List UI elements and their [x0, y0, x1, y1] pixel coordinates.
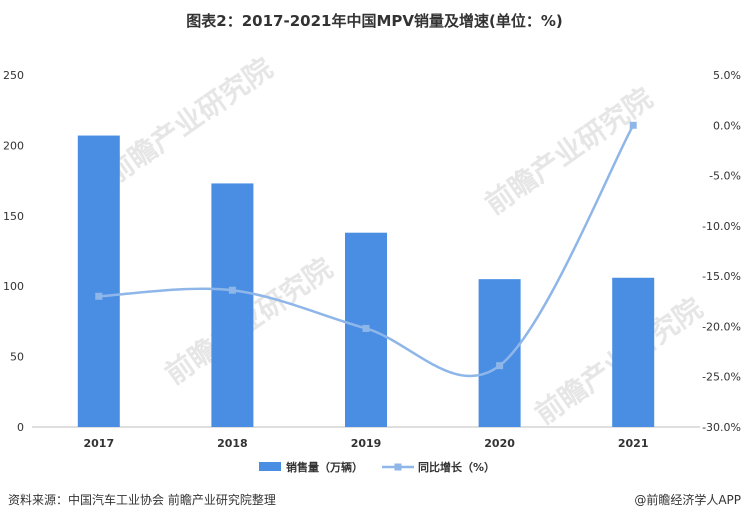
right-axis-tick-label: -15.0%	[702, 270, 741, 283]
x-axis-tick-label: 2021	[618, 437, 649, 450]
source-note: 资料来源：中国汽车工业协会 前瞻产业研究院整理	[8, 493, 276, 507]
left-axis-tick-label: 50	[10, 351, 24, 364]
chart-title: 图表2：2017-2021年中国MPV销量及增速(单位：%)	[186, 12, 563, 30]
left-axis-tick-label: 0	[17, 421, 24, 434]
left-axis-tick-label: 100	[3, 280, 24, 293]
bar	[478, 279, 521, 427]
bar	[211, 183, 254, 427]
legend-bar-swatch	[259, 462, 281, 471]
right-axis-tick-label: -5.0%	[709, 170, 741, 183]
right-axis-tick-label: -25.0%	[702, 371, 741, 384]
growth-point	[228, 286, 236, 294]
right-axis-tick-label: -10.0%	[702, 220, 741, 233]
right-axis-tick-label: -20.0%	[702, 320, 741, 333]
left-axis-tick-label: 200	[3, 139, 24, 152]
brand-credit: @前瞻经济学人APP	[634, 493, 741, 507]
growth-point	[362, 324, 370, 332]
x-axis-tick-label: 2020	[484, 437, 515, 450]
legend-line-marker	[394, 463, 402, 471]
growth-line	[98, 124, 635, 378]
bar	[612, 277, 655, 427]
growth-point	[95, 292, 103, 300]
left-axis-tick-label: 250	[3, 69, 24, 82]
growth-point	[629, 121, 637, 129]
x-axis-tick-label: 2017	[83, 437, 114, 450]
right-axis-tick-label: -30.0%	[702, 421, 741, 434]
legend-line-label: 同比增长（%）	[418, 460, 495, 474]
right-axis-tick-label: 5.0%	[713, 69, 741, 82]
x-axis-tick-label: 2018	[217, 437, 248, 450]
legend-bar-label: 销售量（万辆）	[286, 460, 363, 474]
x-axis-tick-label: 2019	[351, 437, 382, 450]
bar	[77, 135, 120, 427]
growth-point	[496, 362, 504, 370]
left-axis-tick-label: 150	[3, 210, 24, 223]
right-axis-tick-label: 0.0%	[713, 119, 741, 132]
